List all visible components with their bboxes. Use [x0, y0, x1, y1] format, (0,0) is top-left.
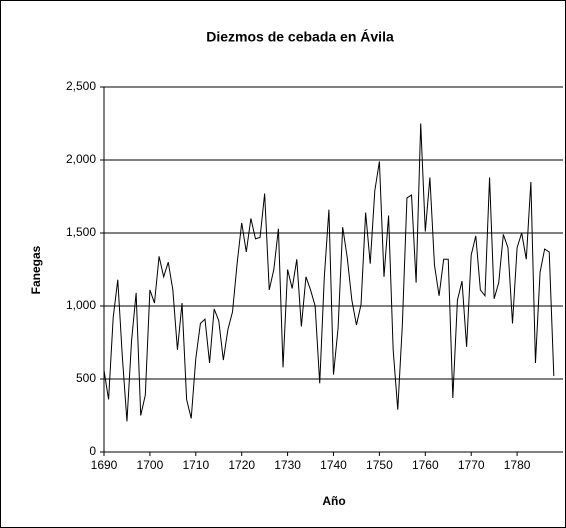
data-line — [103, 123, 555, 422]
y-tick-label: 1,500 — [66, 225, 96, 239]
x-axis-title: Año — [322, 494, 345, 508]
x-tick-label: 1770 — [458, 458, 485, 472]
y-tick-label: 0 — [89, 444, 96, 458]
x-tick-label: 1700 — [137, 458, 164, 472]
x-tick-label: 1750 — [366, 458, 393, 472]
x-tick-label: 1780 — [504, 458, 531, 472]
x-tick-label: 1720 — [228, 458, 255, 472]
y-tick-label: 2,000 — [66, 152, 96, 166]
y-tick-label: 2,500 — [66, 79, 96, 93]
y-tick-label: 500 — [76, 371, 96, 385]
x-tick-label: 1730 — [274, 458, 301, 472]
x-tick-label: 1710 — [182, 458, 209, 472]
x-tick-label: 1740 — [320, 458, 347, 472]
chart-title: Diezmos de cebada en Ávila — [206, 29, 394, 45]
x-tick-label: 1690 — [91, 458, 118, 472]
x-tick-label: 1760 — [412, 458, 439, 472]
y-axis-title: Fanegas — [29, 245, 43, 294]
y-tick-label: 1,000 — [66, 298, 96, 312]
